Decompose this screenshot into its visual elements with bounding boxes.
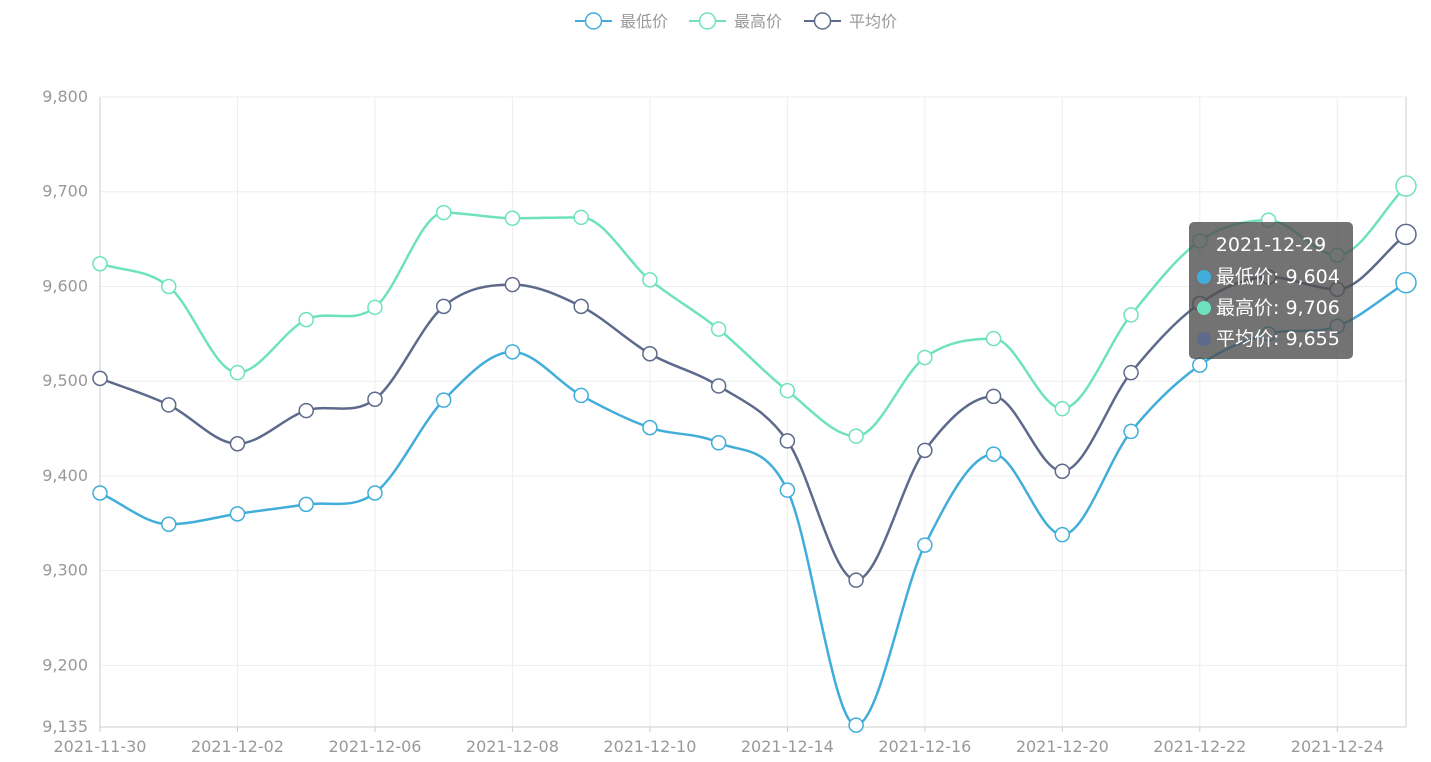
legend-marker-min-icon: [584, 12, 603, 30]
data-point-max: [573, 209, 589, 226]
x-tick-label: 2021-12-02: [191, 737, 284, 756]
legend-label-avg: 平均价: [849, 12, 897, 31]
y-tick-label: 9,135: [42, 717, 88, 736]
data-point-min: [848, 717, 864, 733]
data-point-min: [1123, 423, 1139, 440]
data-point-min: [92, 485, 108, 501]
y-tick-label: 9,300: [42, 561, 88, 580]
data-point-max: [504, 210, 521, 227]
data-point-min: [435, 392, 452, 408]
series-line-min: [99, 281, 1407, 727]
data-point-avg: [298, 402, 314, 419]
legend-label-min: 最低价: [620, 12, 668, 31]
data-point-max: [1054, 400, 1071, 417]
data-point-min: [298, 496, 314, 513]
data-point-max: [367, 299, 383, 316]
data-point-avg: [642, 345, 658, 362]
data-point-avg: [779, 433, 796, 449]
legend-marker-max-icon: [698, 12, 717, 30]
data-point-max: [229, 364, 246, 381]
y-tick-label: 9,600: [42, 276, 88, 295]
data-point-max: [1395, 175, 1417, 197]
x-tick-label: 2021-12-24: [1291, 737, 1384, 756]
data-point-max: [710, 321, 727, 337]
data-point-avg: [985, 388, 1002, 405]
tooltip-max-marker-icon: [1197, 301, 1211, 315]
data-point-avg: [160, 397, 177, 413]
data-point-avg: [367, 391, 383, 407]
data-point-min: [1192, 357, 1208, 373]
data-point-min: [1395, 271, 1417, 294]
x-tick-label: 2021-12-22: [1153, 737, 1246, 756]
legend-label-max: 最高价: [734, 12, 782, 31]
data-point-min: [642, 419, 658, 436]
tooltip-date: 2021-12-29: [1215, 234, 1327, 256]
data-point-min: [573, 387, 589, 404]
y-tick-label: 9,400: [42, 466, 88, 485]
x-tick-label: 2021-12-14: [741, 737, 834, 756]
x-tick-label: 2021-12-10: [603, 737, 696, 756]
data-point-max: [435, 204, 452, 221]
data-point-avg: [1123, 364, 1139, 381]
y-tick-label: 9,800: [42, 87, 88, 106]
data-point-min: [779, 482, 796, 498]
data-point-avg: [229, 435, 246, 452]
y-tick-label: 9,500: [42, 371, 88, 390]
data-point-max: [779, 382, 796, 399]
data-point-min: [367, 485, 383, 501]
data-point-avg: [710, 378, 727, 394]
data-point-avg: [435, 298, 452, 315]
x-tick-label: 2021-12-16: [878, 737, 971, 756]
tooltip-avg-marker-icon: [1197, 332, 1211, 346]
tooltip-min-marker-icon: [1197, 270, 1211, 284]
data-point-min: [985, 446, 1002, 462]
data-point-max: [917, 349, 933, 366]
tooltip-avg-text: 平均价: 9,655: [1216, 328, 1340, 350]
tooltip-min-text: 最低价: 9,604: [1216, 266, 1340, 288]
data-point-avg: [504, 276, 521, 293]
x-tick-label: 2021-12-08: [466, 737, 559, 756]
data-point-max: [848, 428, 864, 444]
data-point-avg: [1395, 223, 1417, 246]
tooltip-row-avg: 平均价: 9,655: [1197, 324, 1345, 355]
data-point-min: [710, 435, 727, 451]
data-point-min: [229, 506, 246, 522]
x-tick-label: 2021-12-06: [328, 737, 421, 756]
data-point-max: [642, 272, 658, 288]
tooltip-row-max: 最高价: 9,706: [1197, 293, 1345, 324]
x-tick-label: 2021-12-20: [1016, 737, 1109, 756]
data-point-max: [92, 255, 108, 272]
data-point-avg: [573, 298, 589, 315]
data-point-avg: [848, 572, 864, 588]
data-point-max: [1123, 307, 1139, 323]
data-point-max: [298, 311, 314, 328]
data-point-min: [504, 344, 521, 360]
legend-marker-avg-icon: [813, 12, 832, 30]
tooltip-row-min: 最低价: 9,604: [1197, 262, 1345, 293]
x-tick-label: 2021-11-30: [54, 737, 147, 756]
y-tick-label: 9,200: [42, 655, 88, 674]
chart-tooltip: 2021-12-29 最低价: 9,604 最高价: 9,706 平均价: 9,…: [1189, 222, 1353, 359]
data-point-max: [985, 330, 1002, 347]
tooltip-max-text: 最高价: 9,706: [1216, 297, 1340, 319]
data-point-min: [917, 537, 933, 553]
data-point-max: [160, 278, 177, 295]
data-point-min: [1054, 526, 1071, 543]
data-point-min: [160, 516, 177, 533]
data-point-avg: [1054, 463, 1071, 479]
data-point-avg: [917, 442, 933, 459]
data-point-avg: [92, 370, 108, 387]
y-tick-label: 9,700: [42, 182, 88, 201]
